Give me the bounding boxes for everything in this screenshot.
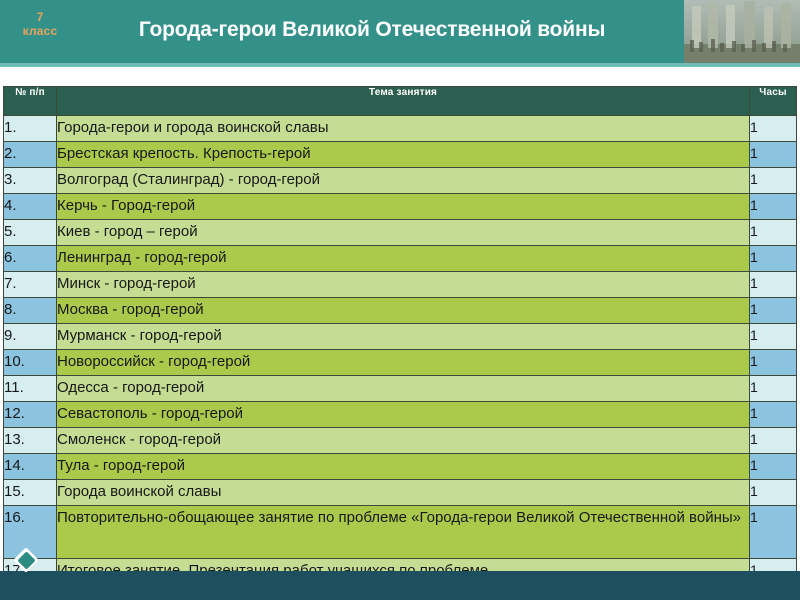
row-hours-cell: 1 [749,219,797,246]
row-number-cell: 7. [3,271,57,298]
table-row: 1. Города-герои и города воинской славы 1 [3,115,797,142]
row-topic-cell: Города воинской славы [56,479,750,506]
row-number-cell: 15. [3,479,57,506]
table-row: 9. Мурманск - город-герой 1 [3,323,797,350]
table-row: 5. Киев - город – герой 1 [3,219,797,246]
row-number-cell: 13. [3,427,57,454]
row-number-cell: 14. [3,453,57,480]
row-topic-cell: Ленинград - город-герой [56,245,750,272]
column-header-hours: Часы [749,86,797,116]
row-number-cell: 8. [3,297,57,324]
row-number-cell: 6. [3,245,57,272]
table-row: 8. Москва - город-герой 1 [3,297,797,324]
row-number-cell: 3. [3,167,57,194]
row-topic-cell: Города-герои и города воинской славы [56,115,750,142]
row-hours-cell: 1 [749,245,797,272]
row-topic-cell: Минск - город-герой [56,271,750,298]
row-hours-cell: 1 [749,453,797,480]
slide-footer [0,571,800,600]
table-row: 12. Севастополь - город-герой 1 [3,401,797,428]
row-topic-cell: Смоленск - город-герой [56,427,750,454]
row-topic-cell: Керчь - Город-герой [56,193,750,220]
row-number-cell: 1. [3,115,57,142]
row-topic-cell: Севастополь - город-герой [56,401,750,428]
table-row: 10. Новороссийск - город-герой 1 [3,349,797,376]
row-hours-cell: 1 [749,193,797,220]
row-hours-cell: 1 [749,349,797,376]
grade-label: класс [22,24,58,38]
slide-header: 7 класс Города-герои Великой Отечественн… [0,0,800,67]
wartime-painting-image [684,0,800,67]
row-hours-cell: 1 [749,271,797,298]
row-number-cell: 2. [3,141,57,168]
row-topic-cell: Новороссийск - город-герой [56,349,750,376]
table-row: 13. Смоленск - город-герой 1 [3,427,797,454]
schedule-table-container: № п/п Тема занятия Часы 1. Города-герои и… [3,86,797,585]
schedule-table: № п/п Тема занятия Часы 1. Города-герои и… [3,86,797,585]
row-number-cell: 12. [3,401,57,428]
row-topic-cell: Повторительно-обощающее занятие по пробл… [56,505,750,559]
column-header-topic: Тема занятия [56,86,750,116]
row-hours-cell: 1 [749,323,797,350]
row-number-cell: 5. [3,219,57,246]
table-head: № п/п Тема занятия Часы [3,86,797,116]
table-row: 4. Керчь - Город-герой 1 [3,193,797,220]
table-row: 7. Минск - город-герой 1 [3,271,797,298]
row-hours-cell: 1 [749,297,797,324]
row-topic-cell: Москва - город-герой [56,297,750,324]
table-row: 14. Тула - город-герой 1 [3,453,797,480]
column-header-number: № п/п [3,86,57,116]
table-row: 15. Города воинской славы 1 [3,479,797,506]
row-topic-cell: Киев - город – герой [56,219,750,246]
row-topic-cell: Брестская крепость. Крепость-герой [56,141,750,168]
row-number-cell: 11. [3,375,57,402]
table-body: 1. Города-герои и города воинской славы 1 2… [3,115,797,585]
row-topic-cell: Одесса - город-герой [56,375,750,402]
table-row: 6. Ленинград - город-герой 1 [3,245,797,272]
row-number-cell: 10. [3,349,57,376]
row-hours-cell: 1 [749,115,797,142]
diamond-decoration-icon [13,547,43,591]
table-header-row: № п/п Тема занятия Часы [3,86,797,116]
page-title: Города-герои Великой Отечественной войны [138,18,606,41]
row-hours-cell: 1 [749,505,797,559]
painting-illustration [684,0,800,67]
grade-badge: 7 класс [4,10,76,38]
row-number-cell: 9. [3,323,57,350]
row-topic-cell: Тула - город-герой [56,453,750,480]
row-hours-cell: 1 [749,401,797,428]
table-row: 11. Одесса - город-герой 1 [3,375,797,402]
row-hours-cell: 1 [749,167,797,194]
row-topic-cell: Мурманск - город-герой [56,323,750,350]
header-underline [0,63,800,67]
table-row: 2. Брестская крепость. Крепость-герой 1 [3,141,797,168]
row-hours-cell: 1 [749,479,797,506]
row-hours-cell: 1 [749,427,797,454]
table-row: 3. Волгоград (Сталинград) - город-герой 1 [3,167,797,194]
grade-number: 7 [36,10,44,24]
table-row: 16. Повторительно-обощающее занятие по пр… [3,505,797,559]
row-hours-cell: 1 [749,375,797,402]
row-topic-cell: Волгоград (Сталинград) - город-герой [56,167,750,194]
row-number-cell: 4. [3,193,57,220]
row-hours-cell: 1 [749,141,797,168]
